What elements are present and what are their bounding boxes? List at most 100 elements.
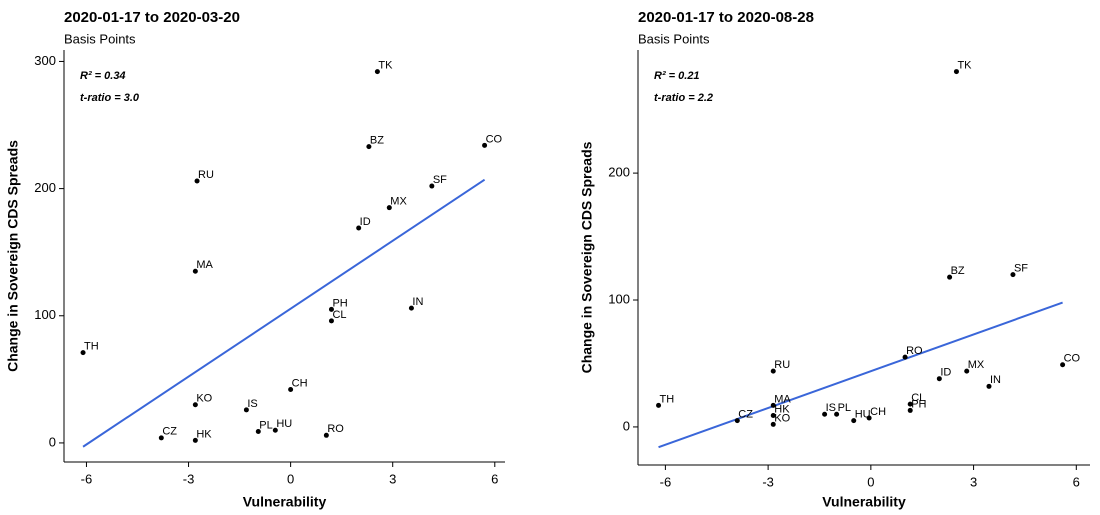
x-tick-label: -3 <box>762 474 774 489</box>
point <box>964 368 970 374</box>
point-label: CL <box>911 392 925 404</box>
point <box>770 402 776 408</box>
x-tick-label: 6 <box>491 471 498 486</box>
point <box>429 183 435 189</box>
point-label: MX <box>968 359 985 371</box>
point <box>770 421 776 427</box>
point <box>328 318 334 324</box>
x-tick-label: -3 <box>183 471 195 486</box>
y-tick-label: 0 <box>623 418 630 433</box>
point <box>953 69 959 75</box>
point <box>834 411 840 417</box>
point <box>408 305 414 311</box>
point-label: CL <box>332 309 346 321</box>
point-label: CO <box>486 133 503 145</box>
point <box>374 69 380 75</box>
y-axis-label: Change in Sovereign CDS Spreads <box>5 140 21 372</box>
x-tick-label: -6 <box>81 471 93 486</box>
subtitle: Basis Points <box>638 31 710 46</box>
point <box>192 268 198 274</box>
point-label: RO <box>327 423 344 435</box>
point <box>822 411 828 417</box>
point <box>272 427 278 433</box>
point <box>902 354 908 360</box>
point-label: CH <box>870 406 886 418</box>
x-tick-label: 0 <box>287 471 294 486</box>
point-label: TK <box>957 59 972 71</box>
point <box>1010 272 1016 278</box>
point-label: KO <box>774 412 790 424</box>
point-label: CH <box>292 377 308 389</box>
point <box>243 407 249 413</box>
point <box>482 142 488 148</box>
point <box>356 225 362 231</box>
point-label: IN <box>990 374 1001 386</box>
point <box>986 383 992 389</box>
point-label: ID <box>940 367 951 379</box>
point <box>255 428 261 434</box>
point-label: HK <box>196 428 212 440</box>
point-label: MA <box>196 259 213 271</box>
x-tick-label: -6 <box>660 474 672 489</box>
y-tick-label: 300 <box>34 53 56 68</box>
chart-title: 2020-01-17 to 2020-08-28 <box>638 9 814 26</box>
point <box>158 435 164 441</box>
point-label: PL <box>259 419 272 431</box>
x-axis-label: Vulnerability <box>822 494 906 510</box>
x-tick-label: 6 <box>1073 474 1080 489</box>
point-label: SF <box>1014 263 1028 275</box>
point <box>288 387 294 393</box>
point <box>323 432 329 438</box>
point-label: TH <box>660 393 675 405</box>
point <box>947 274 953 280</box>
point-label: RU <box>198 169 214 181</box>
point-label: CO <box>1064 353 1081 365</box>
point <box>80 350 86 356</box>
chart-title: 2020-01-17 to 2020-03-20 <box>64 9 240 26</box>
point-label: HK <box>774 403 790 415</box>
point <box>770 413 776 419</box>
point <box>366 144 372 150</box>
point <box>328 306 334 312</box>
point <box>770 368 776 374</box>
point-label: HU <box>276 418 292 430</box>
point-label: BZ <box>951 265 965 277</box>
point-label: PH <box>911 398 926 410</box>
stat-annotation: t-ratio = 3.0 <box>80 92 140 104</box>
y-tick-label: 200 <box>608 165 630 180</box>
point-label: RO <box>906 345 923 357</box>
point <box>194 178 200 184</box>
point <box>656 402 662 408</box>
point <box>851 418 857 424</box>
point-label: IN <box>412 296 423 308</box>
point-label: PH <box>332 297 347 309</box>
point-label: ID <box>360 216 371 228</box>
point-label: HU <box>855 408 871 420</box>
y-tick-label: 100 <box>608 291 630 306</box>
point <box>1060 362 1066 368</box>
point <box>192 437 198 443</box>
y-axis-label: Change in Sovereign CDS Spreads <box>579 141 595 373</box>
point-label: CZ <box>162 426 177 438</box>
y-tick-label: 200 <box>34 180 56 195</box>
trend-line <box>82 178 486 448</box>
point-label: PL <box>838 402 851 414</box>
y-tick-label: 0 <box>49 434 56 449</box>
stat-annotation: t-ratio = 2.2 <box>654 92 713 104</box>
x-tick-label: 3 <box>389 471 396 486</box>
point-label: IS <box>826 402 836 414</box>
x-tick-label: 3 <box>970 474 977 489</box>
point-label: CZ <box>738 408 753 420</box>
point <box>192 402 198 408</box>
point <box>734 418 740 424</box>
point-label: RU <box>774 359 790 371</box>
stat-annotation: R² = 0.21 <box>654 70 700 82</box>
point <box>907 401 913 407</box>
point <box>386 205 392 211</box>
trend-line <box>658 301 1063 449</box>
point <box>936 376 942 382</box>
point-label: SF <box>433 174 447 186</box>
x-tick-label: 0 <box>867 474 874 489</box>
stat-annotation: R² = 0.34 <box>80 70 126 82</box>
